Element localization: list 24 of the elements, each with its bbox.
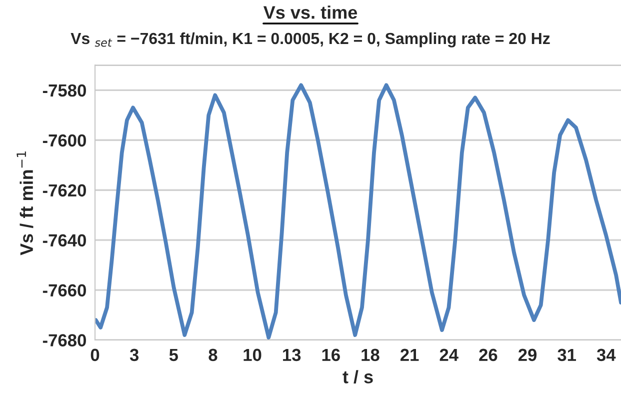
chart-subtitle: Vs $_{set}$ = −7631 ft/min, K1 = 0.0005, K2 = 0, Sampling rate = 20 Hz (70, 32, 550, 48)
y-tick-label: -7680 (42, 334, 86, 346)
x-tick-label: 5 (169, 348, 178, 362)
x-tick-label: 31 (558, 348, 576, 362)
x-tick-label: 16 (322, 348, 340, 362)
x-axis-title: t / s (342, 370, 373, 384)
y-tick-label: -7620 (42, 184, 86, 197)
x-tick-label: 3 (130, 348, 139, 362)
y-axis-title: Vs / ft min$^{−1}$ (16, 152, 34, 256)
x-tick-label: 24 (440, 348, 458, 361)
y-tick-label: -7600 (42, 134, 86, 147)
y-tick-label: -7660 (42, 284, 86, 296)
x-tick-label: 18 (362, 348, 380, 362)
x-tick-label: 10 (244, 348, 262, 362)
chart-title: Vs vs. time (263, 6, 358, 19)
x-tick-label: 13 (283, 348, 301, 362)
y-tick-label: -7640 (42, 234, 86, 247)
x-tick-label: 26 (479, 348, 498, 362)
x-tick-label: 29 (518, 348, 537, 362)
x-tick-label: 21 (400, 348, 419, 361)
y-tick-label: -7580 (42, 84, 86, 97)
x-tick-label: 8 (208, 348, 218, 362)
x-tick-label: 34 (596, 348, 616, 362)
x-tick-label: 0 (90, 348, 100, 362)
